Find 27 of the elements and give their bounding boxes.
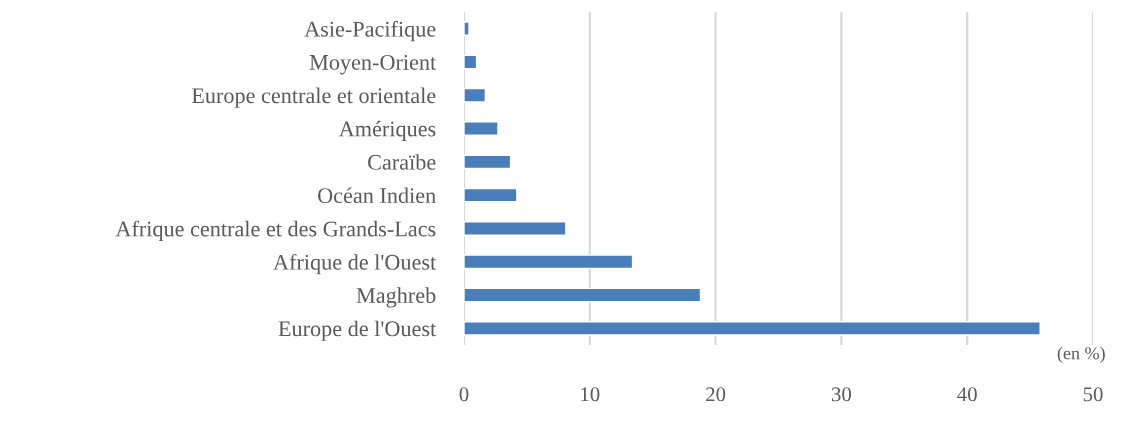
y-tick-label: Asie-Pacifique (304, 20, 436, 42)
y-tick-label: Moyen-Orient (309, 54, 437, 75)
text: (en %) (1057, 346, 1105, 364)
y-tick-label: Maghreb (356, 287, 436, 308)
x-tick-label: 10 (581, 387, 600, 402)
x-tick-label: 40 (957, 387, 977, 402)
y-tick-label: Afrique de l'Ouest (273, 253, 437, 275)
bar (464, 187, 518, 203)
bar (464, 221, 567, 236)
y-tick-label: Europe centrale et orientale (191, 87, 436, 108)
bar (464, 320, 1041, 336)
bar (464, 154, 512, 170)
bar (464, 87, 487, 103)
y-tick-label: Amériques (338, 120, 436, 142)
bar (464, 254, 634, 270)
y-tick-label: Europe de l'Ouest (278, 320, 437, 341)
y-tick-label: Caraïbe (368, 154, 436, 170)
x-tick-label: 20 (706, 387, 726, 402)
bar (464, 54, 478, 70)
bar (464, 121, 499, 136)
bar (464, 21, 470, 37)
y-tick-label: Afrique centrale et des Grands-Lacs (115, 220, 436, 242)
x-tick-label: 30 (831, 387, 852, 402)
bar (464, 287, 702, 303)
y-tick-label: Océan Indien (318, 187, 436, 204)
x-tick-label: 0 (459, 387, 469, 402)
x-tick-label: 50 (1083, 387, 1103, 402)
